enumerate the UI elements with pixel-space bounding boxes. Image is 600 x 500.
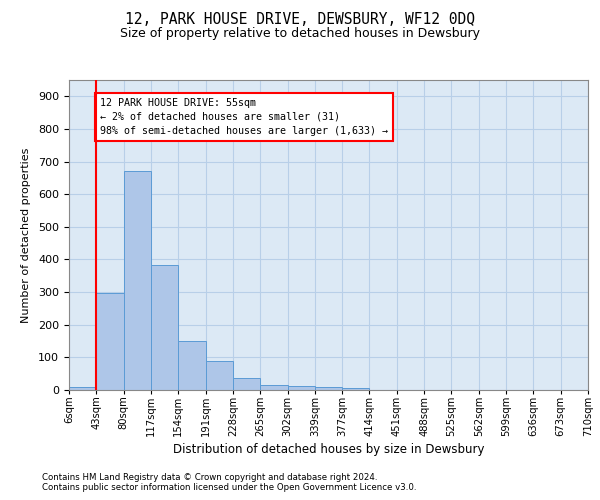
Bar: [287, 386, 315, 390]
Bar: [124, 170, 151, 390]
Text: Contains HM Land Registry data © Crown copyright and database right 2024.: Contains HM Land Registry data © Crown c…: [42, 472, 377, 482]
Text: 12, PARK HOUSE DRIVE, DEWSBURY, WF12 0DQ: 12, PARK HOUSE DRIVE, DEWSBURY, WF12 0DQ: [125, 12, 475, 28]
Text: 12 PARK HOUSE DRIVE: 55sqm
← 2% of detached houses are smaller (31)
98% of semi-: 12 PARK HOUSE DRIVE: 55sqm ← 2% of detac…: [100, 98, 388, 136]
Bar: [260, 386, 287, 390]
Bar: [233, 378, 260, 390]
Bar: [178, 341, 206, 390]
Bar: [151, 265, 178, 390]
Bar: [315, 386, 342, 390]
Y-axis label: Number of detached properties: Number of detached properties: [21, 148, 31, 322]
Bar: [69, 388, 97, 390]
Text: Contains public sector information licensed under the Open Government Licence v3: Contains public sector information licen…: [42, 482, 416, 492]
Text: Size of property relative to detached houses in Dewsbury: Size of property relative to detached ho…: [120, 28, 480, 40]
Bar: [206, 360, 233, 390]
Bar: [97, 293, 124, 390]
Text: Distribution of detached houses by size in Dewsbury: Distribution of detached houses by size …: [173, 442, 485, 456]
Bar: [342, 388, 370, 390]
